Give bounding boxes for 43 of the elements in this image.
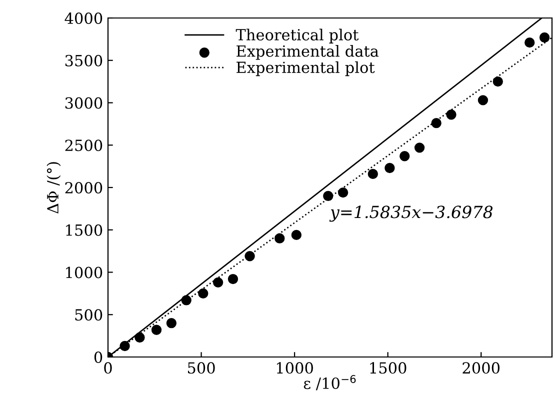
point [198, 288, 208, 299]
legend-label: Theoretical plot [236, 28, 359, 44]
point [414, 142, 425, 153]
point [446, 110, 456, 120]
point [400, 151, 410, 162]
y-tick-label: 0 [94, 351, 102, 364]
point [151, 324, 162, 335]
y-tick-label: 3000 [65, 97, 102, 109]
x-axis-title: ε /10$^{−6}$ [304, 375, 356, 390]
x-tick-label: 500 [188, 362, 215, 374]
x-tick-label: 1500 [370, 362, 406, 374]
point [384, 162, 395, 174]
point [431, 118, 442, 128]
x-tick-label: 1000 [276, 362, 313, 374]
legend-label: Experimental plot [236, 61, 375, 76]
y-tick-label: 1500 [66, 224, 102, 236]
point [134, 332, 145, 343]
point [212, 277, 224, 288]
y-axis-title: ΔΦ /(°) [46, 162, 61, 214]
x-tick-label: 2000 [462, 362, 500, 374]
legend-label: Experimental data [236, 45, 379, 60]
y-tick-label: 2000 [65, 182, 102, 194]
point [478, 95, 488, 106]
point [368, 168, 378, 180]
x-tick-label: 0 [104, 362, 112, 374]
y-tick-label: 500 [75, 309, 102, 321]
point [323, 190, 334, 202]
point [291, 230, 302, 240]
point [492, 76, 503, 87]
point [181, 295, 192, 306]
point [338, 188, 348, 198]
point [166, 318, 177, 328]
point [228, 274, 238, 284]
point [539, 32, 550, 43]
y-tick-label: 2500 [65, 140, 102, 152]
point [244, 251, 255, 262]
point [274, 233, 285, 244]
annotation: y=1.5835x−3.6978 [329, 206, 493, 222]
y-tick-label: 4000 [64, 12, 102, 24]
y-tick-label: 3500 [65, 54, 102, 66]
y-tick-label: 1000 [66, 266, 102, 278]
point [120, 340, 130, 352]
point [524, 37, 535, 48]
